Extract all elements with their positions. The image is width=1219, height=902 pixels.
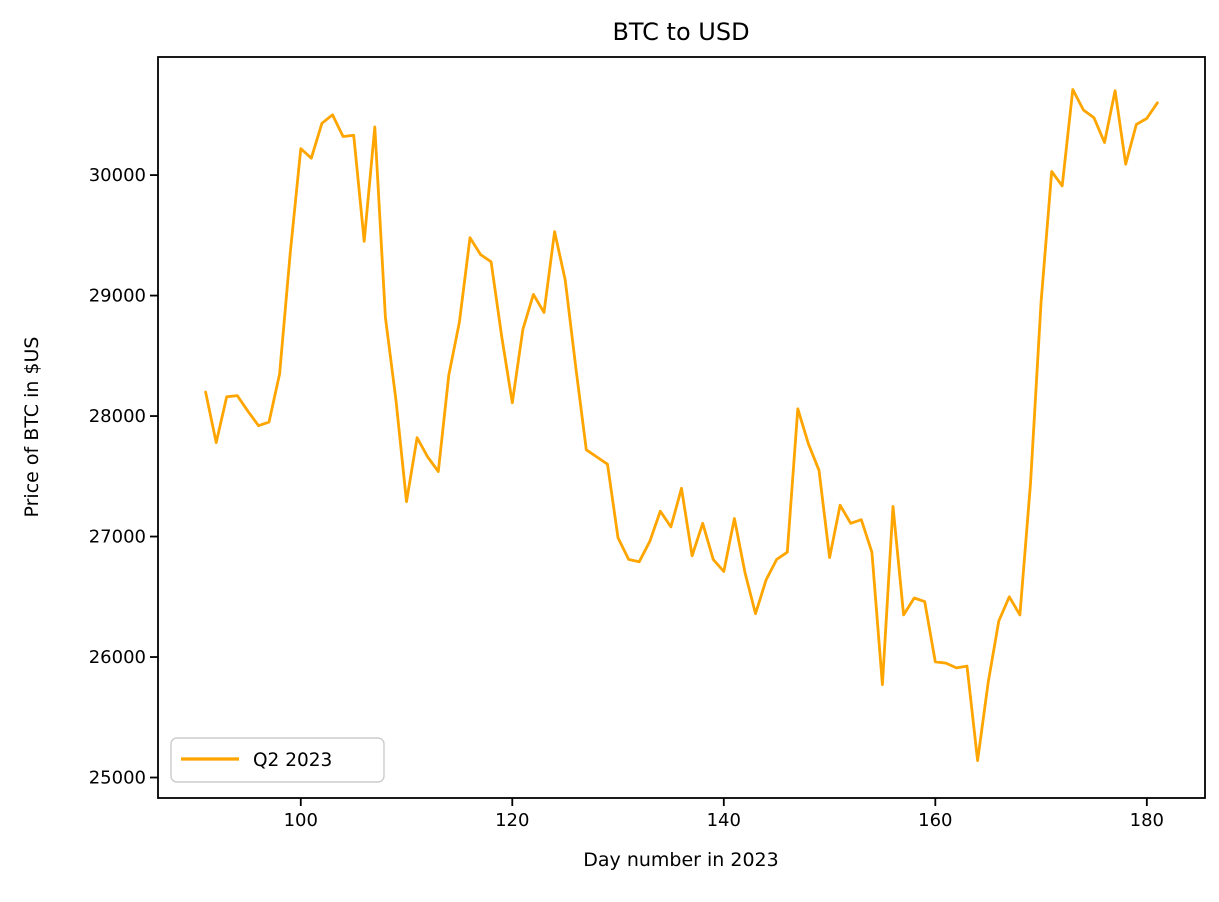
y-tick-label: 28000 xyxy=(89,406,146,427)
x-tick-label: 140 xyxy=(707,810,741,831)
price-line xyxy=(204,88,1159,762)
x-tick-label: 100 xyxy=(284,810,318,831)
y-tick-label: 25000 xyxy=(89,768,146,789)
chart-title: BTC to USD xyxy=(612,18,749,46)
x-tick-label: 160 xyxy=(918,810,952,831)
y-tick-label: 27000 xyxy=(89,527,146,548)
y-tick-label: 30000 xyxy=(89,165,146,186)
y-axis-ticks: 25000 26000 27000 28000 29000 30000 xyxy=(89,165,158,789)
x-tick-label: 180 xyxy=(1130,810,1164,831)
y-tick-label: 26000 xyxy=(89,647,146,668)
legend-box xyxy=(170,737,385,783)
y-axis-label: Price of BTC in $US xyxy=(21,337,43,518)
plot-border xyxy=(157,56,1206,799)
legend-label: Q2 2023 xyxy=(253,750,332,771)
x-axis-label: Day number in 2023 xyxy=(583,849,778,871)
x-axis-ticks: 100 120 140 160 180 xyxy=(284,798,1164,831)
legend: Q2 2023 xyxy=(170,737,385,783)
y-tick-label: 29000 xyxy=(89,286,146,307)
x-tick-label: 120 xyxy=(495,810,529,831)
